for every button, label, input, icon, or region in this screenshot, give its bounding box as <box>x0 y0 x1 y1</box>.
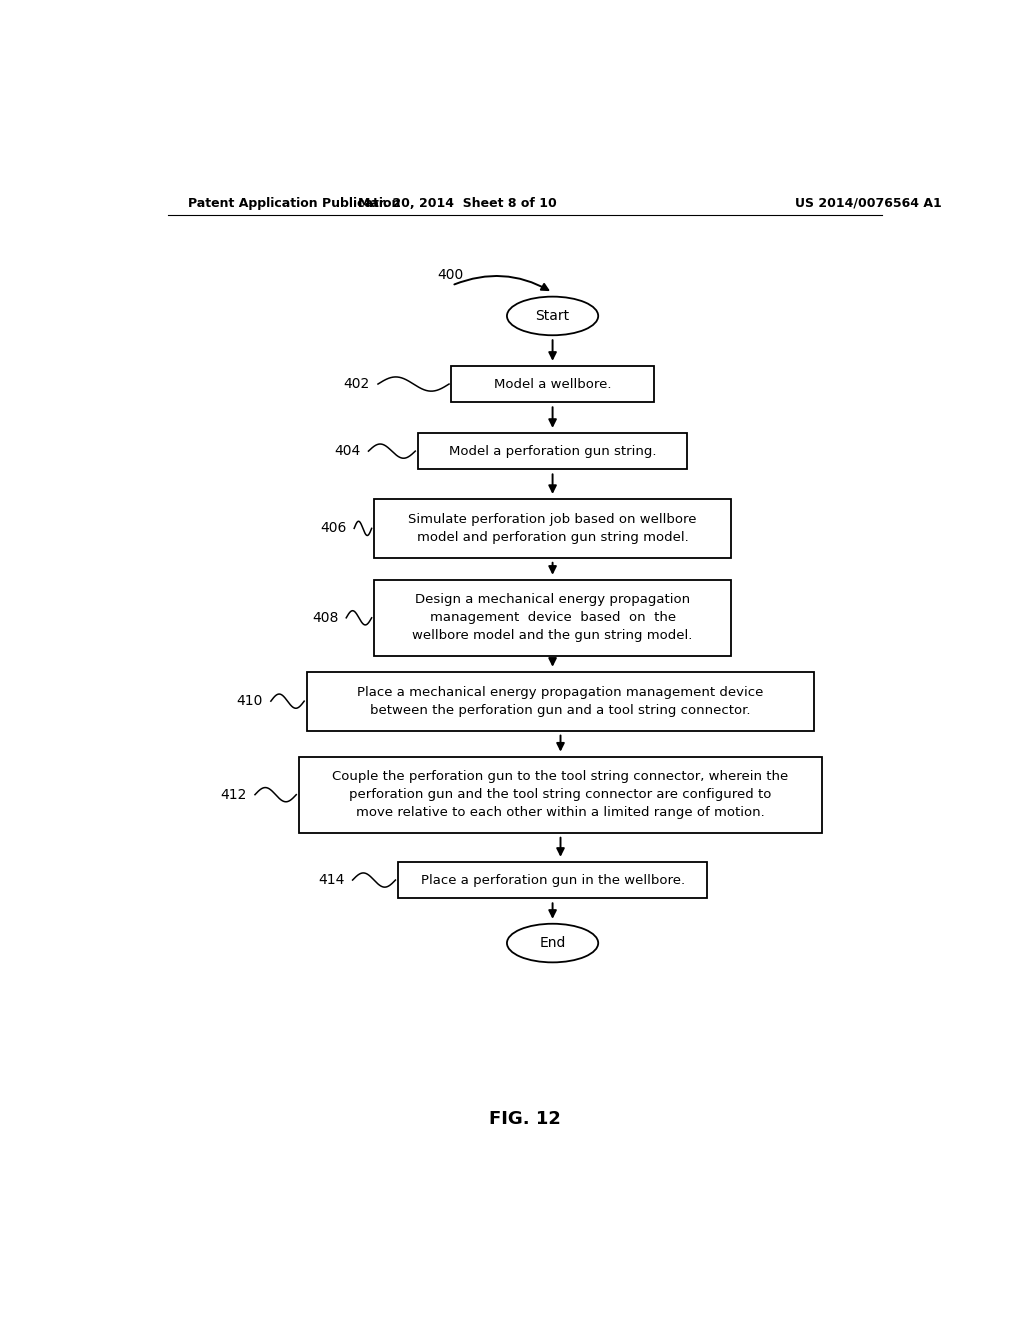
Text: End: End <box>540 936 566 950</box>
Ellipse shape <box>507 924 598 962</box>
Text: Couple the perforation gun to the tool string connector, wherein the
perforation: Couple the perforation gun to the tool s… <box>333 770 788 820</box>
Text: 406: 406 <box>319 521 346 536</box>
FancyBboxPatch shape <box>306 672 814 731</box>
Text: Model a wellbore.: Model a wellbore. <box>494 378 611 391</box>
Text: 402: 402 <box>344 378 370 391</box>
Text: Mar. 20, 2014  Sheet 8 of 10: Mar. 20, 2014 Sheet 8 of 10 <box>358 197 557 210</box>
FancyBboxPatch shape <box>374 499 731 558</box>
Text: 410: 410 <box>237 694 263 708</box>
Text: 414: 414 <box>318 873 345 887</box>
Text: Design a mechanical energy propagation
management  device  based  on  the
wellbo: Design a mechanical energy propagation m… <box>413 593 693 643</box>
Text: Start: Start <box>536 309 569 323</box>
Text: FIG. 12: FIG. 12 <box>488 1110 561 1127</box>
Text: Model a perforation gun string.: Model a perforation gun string. <box>449 445 656 458</box>
Text: Patent Application Publication: Patent Application Publication <box>187 197 400 210</box>
Text: 408: 408 <box>312 611 338 624</box>
Text: Place a perforation gun in the wellbore.: Place a perforation gun in the wellbore. <box>421 874 685 887</box>
FancyBboxPatch shape <box>374 579 731 656</box>
FancyBboxPatch shape <box>299 756 822 833</box>
FancyBboxPatch shape <box>418 433 687 470</box>
Text: 412: 412 <box>220 788 247 801</box>
Text: 400: 400 <box>437 268 464 282</box>
Ellipse shape <box>507 297 598 335</box>
Text: Simulate perforation job based on wellbore
model and perforation gun string mode: Simulate perforation job based on wellbo… <box>409 513 696 544</box>
FancyBboxPatch shape <box>397 862 708 899</box>
Text: US 2014/0076564 A1: US 2014/0076564 A1 <box>795 197 941 210</box>
FancyBboxPatch shape <box>452 366 653 403</box>
Text: 404: 404 <box>334 444 360 458</box>
Text: Place a mechanical energy propagation management device
between the perforation : Place a mechanical energy propagation ma… <box>357 685 764 717</box>
